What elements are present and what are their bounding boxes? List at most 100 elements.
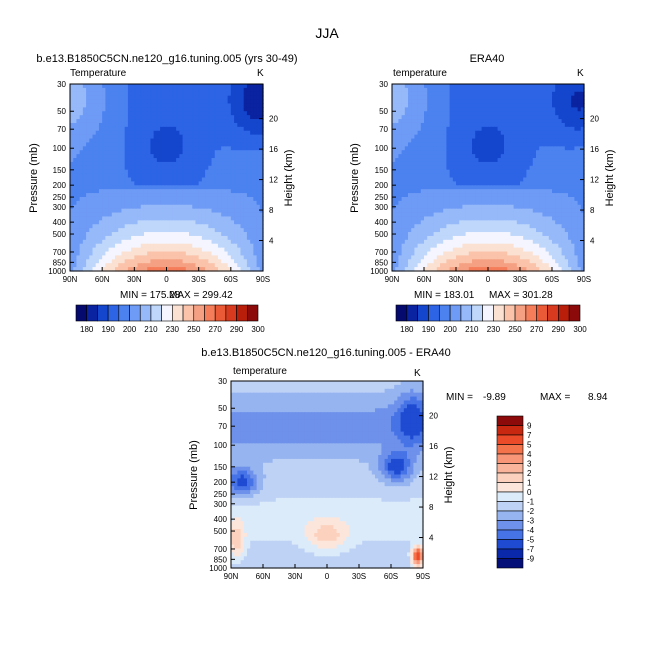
heatmap-cell: [163, 134, 168, 140]
heatmap-cell: [243, 208, 248, 214]
heatmap-cell: [243, 103, 248, 108]
heatmap-cell: [208, 150, 213, 155]
heatmap-cell: [430, 126, 435, 132]
heatmap-cell: [86, 150, 90, 155]
heatmap-cell: [92, 204, 97, 210]
y2-tick-label: 20: [269, 115, 278, 124]
heatmap-cell: [507, 122, 511, 128]
heatmap-cell: [140, 259, 145, 264]
heatmap-cell: [82, 196, 87, 202]
heatmap-cell: [240, 185, 245, 190]
heatmap-cell: [478, 111, 483, 116]
heatmap-cell: [143, 228, 148, 233]
heatmap-cell: [536, 84, 540, 89]
heatmap-cell: [246, 235, 251, 241]
heatmap-cell: [172, 247, 177, 253]
heatmap-cell: [108, 111, 113, 116]
heatmap-cell: [561, 138, 566, 144]
heatmap-cell: [195, 142, 200, 147]
heatmap-cell: [217, 130, 222, 136]
heatmap-cell: [259, 111, 264, 116]
heatmap-cell: [140, 200, 145, 206]
heatmap-cell: [79, 138, 84, 144]
heatmap-cell: [532, 107, 537, 112]
heatmap-cell: [558, 185, 563, 190]
heatmap-cell: [478, 165, 483, 171]
heatmap-cell: [147, 87, 152, 93]
heatmap-cell: [179, 208, 184, 214]
heatmap-cell: [189, 259, 193, 264]
heatmap-cell: [497, 173, 502, 179]
heatmap-cell: [79, 91, 84, 97]
heatmap-cell: [105, 181, 110, 186]
heatmap-cell: [134, 212, 139, 218]
heatmap-cell: [189, 150, 193, 155]
heatmap-cell: [452, 122, 457, 128]
heatmap-cell: [420, 177, 425, 182]
heatmap-cell: [446, 177, 451, 182]
heatmap-cell: [147, 235, 152, 241]
heatmap-cell: [182, 173, 187, 179]
heatmap-cell: [79, 134, 84, 140]
heatmap-cell: [192, 134, 197, 140]
heatmap-cell: [240, 173, 245, 179]
heatmap-cell: [253, 204, 258, 210]
colorbar-swatch: [129, 304, 141, 322]
heatmap-cell: [494, 161, 499, 167]
heatmap-cell: [571, 87, 575, 93]
heatmap-cell: [172, 146, 177, 151]
heatmap-cell: [449, 84, 454, 89]
heatmap-cell: [449, 185, 454, 190]
heatmap-cell: [92, 247, 97, 253]
heatmap-cell: [484, 91, 489, 97]
heatmap-cell: [70, 267, 74, 272]
heatmap-cell: [211, 154, 216, 159]
heatmap-cell: [526, 196, 531, 202]
heatmap-cell: [497, 111, 502, 116]
heatmap-cell: [465, 138, 470, 144]
heatmap-cell: [124, 224, 129, 229]
heatmap-cell: [127, 107, 132, 112]
heatmap-cell: [127, 154, 132, 159]
heatmap-cell: [494, 87, 499, 93]
x-tick-label: 30N: [127, 275, 142, 284]
heatmap-cell: [214, 111, 219, 116]
heatmap-cell: [224, 189, 229, 194]
heatmap-cell: [82, 154, 87, 159]
heatmap-cell: [92, 263, 97, 268]
heatmap-cell: [478, 158, 483, 163]
heatmap-cell: [558, 87, 563, 93]
heatmap-cell: [246, 173, 251, 179]
heatmap-cell: [224, 267, 229, 272]
heatmap-cell: [182, 216, 187, 221]
heatmap-cell: [111, 158, 116, 163]
heatmap-cell: [404, 115, 409, 120]
heatmap-cell: [189, 208, 193, 214]
heatmap-cell: [115, 158, 119, 163]
heatmap-cell: [160, 115, 164, 120]
heatmap-cell: [86, 134, 90, 140]
heatmap-cell: [510, 122, 515, 128]
heatmap-cell: [124, 138, 129, 144]
heatmap-cell: [70, 185, 74, 190]
heatmap-cell: [118, 200, 123, 206]
heatmap-cell: [417, 177, 422, 182]
heatmap-cell: [89, 126, 94, 132]
heatmap-cell: [250, 255, 254, 260]
heatmap-cell: [574, 150, 579, 155]
heatmap-cell: [224, 200, 229, 206]
heatmap-cell: [95, 251, 100, 257]
heatmap-cell: [417, 119, 422, 124]
heatmap-cell: [198, 142, 203, 147]
heatmap-cell: [143, 259, 148, 264]
heatmap-cell: [208, 224, 213, 229]
heatmap-cell: [259, 161, 264, 167]
heatmap-cell: [420, 115, 425, 120]
heatmap-cell: [176, 119, 180, 124]
y-tick-label: 300: [53, 203, 67, 212]
heatmap-cell: [221, 173, 225, 179]
heatmap-cell: [449, 95, 454, 101]
heatmap-cell: [224, 115, 229, 120]
heatmap-cell: [137, 138, 142, 144]
heatmap-cell: [456, 119, 460, 124]
